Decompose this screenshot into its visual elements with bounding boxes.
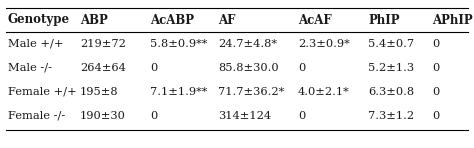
Text: 314±124: 314±124 xyxy=(218,111,271,121)
Text: 24.7±4.8*: 24.7±4.8* xyxy=(218,39,277,49)
Text: Male -/-: Male -/- xyxy=(8,63,52,73)
Text: Female +/+: Female +/+ xyxy=(8,87,77,97)
Text: APhIP: APhIP xyxy=(432,13,473,26)
Text: 0: 0 xyxy=(432,63,439,73)
Text: AF: AF xyxy=(218,13,236,26)
Text: Male +/+: Male +/+ xyxy=(8,39,64,49)
Text: 85.8±30.0: 85.8±30.0 xyxy=(218,63,279,73)
Text: ABP: ABP xyxy=(80,13,108,26)
Text: Genotype: Genotype xyxy=(8,13,70,26)
Text: PhIP: PhIP xyxy=(368,13,400,26)
Text: 0: 0 xyxy=(432,39,439,49)
Text: 0: 0 xyxy=(150,111,157,121)
Text: 7.3±1.2: 7.3±1.2 xyxy=(368,111,414,121)
Text: Female -/-: Female -/- xyxy=(8,111,65,121)
Text: 219±72: 219±72 xyxy=(80,39,126,49)
Text: 195±8: 195±8 xyxy=(80,87,118,97)
Text: 0: 0 xyxy=(298,63,305,73)
Text: 4.0±2.1*: 4.0±2.1* xyxy=(298,87,350,97)
Text: 6.3±0.8: 6.3±0.8 xyxy=(368,87,414,97)
Text: 0: 0 xyxy=(150,63,157,73)
Text: 5.2±1.3: 5.2±1.3 xyxy=(368,63,414,73)
Text: 0: 0 xyxy=(432,111,439,121)
Text: 7.1±1.9**: 7.1±1.9** xyxy=(150,87,207,97)
Text: AcAF: AcAF xyxy=(298,13,332,26)
Text: 2.3±0.9*: 2.3±0.9* xyxy=(298,39,350,49)
Text: 190±30: 190±30 xyxy=(80,111,126,121)
Text: 0: 0 xyxy=(432,87,439,97)
Text: 5.4±0.7: 5.4±0.7 xyxy=(368,39,414,49)
Text: 71.7±36.2*: 71.7±36.2* xyxy=(218,87,284,97)
Text: 264±64: 264±64 xyxy=(80,63,126,73)
Text: 0: 0 xyxy=(298,111,305,121)
Text: 5.8±0.9**: 5.8±0.9** xyxy=(150,39,207,49)
Text: AcABP: AcABP xyxy=(150,13,194,26)
